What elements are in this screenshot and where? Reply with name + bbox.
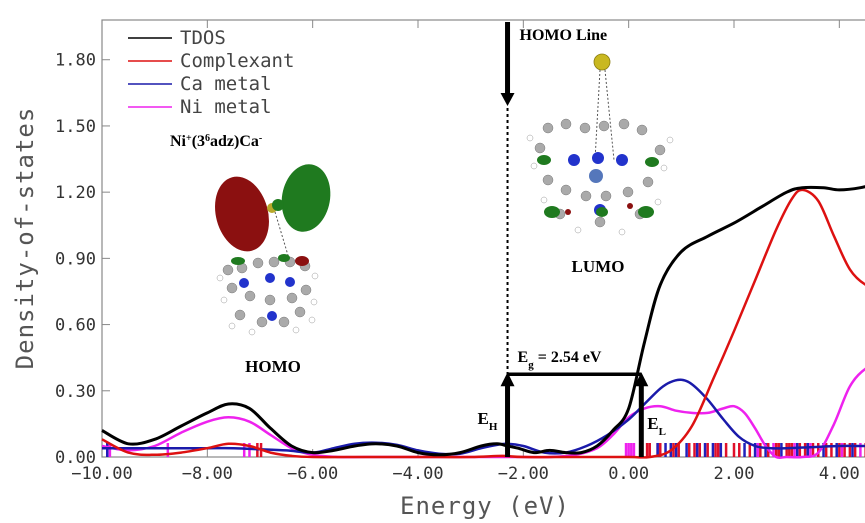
eh-label: EH (478, 409, 498, 433)
eh-label-sub: H (489, 421, 498, 433)
legend-label: Ni metal (180, 96, 272, 118)
y-tick-label: 0.60 (55, 316, 96, 336)
gap-label-e: E (518, 349, 529, 366)
lumo-molecule-illustration (526, 53, 674, 236)
y-tick-label: 0.90 (55, 249, 96, 269)
formula-plus: + (186, 133, 192, 144)
y-tick-label: 1.20 (55, 183, 96, 203)
legend-label: Complexant (180, 50, 294, 72)
x-tick-label: 2.00 (714, 464, 755, 484)
formula-open: (3 (192, 133, 205, 150)
eh-arrow-head (500, 372, 515, 387)
el-arrow-head (634, 372, 649, 387)
homo-line-annotation (500, 22, 515, 375)
formula-six: 6 (205, 133, 210, 144)
formula-adz-ca: adz)Ca (210, 133, 259, 150)
homo-arrow-head (500, 93, 515, 106)
x-tick-label: −2.00 (498, 464, 549, 484)
el-label-e: E (647, 414, 658, 433)
homo-line-label: HOMO Line (520, 27, 608, 44)
y-tick-labels: 0.00 0.30 0.60 0.90 1.20 1.50 1.80 (55, 51, 96, 468)
el-label-sub: L (659, 426, 666, 438)
y-axis-title: Density-of-states (11, 107, 39, 370)
y-tick-label: 1.50 (55, 117, 96, 137)
band-gap-annotation (500, 372, 649, 457)
legend-label: TDOS (180, 27, 226, 49)
homo-molecule-illustration (215, 164, 331, 336)
formula-minus: - (259, 133, 262, 144)
series-line-ca-metal (102, 378, 865, 456)
lumo-label: LUMO (572, 257, 625, 276)
y-tick-label: 0.30 (55, 382, 96, 402)
gap-label-sub: g (528, 359, 534, 371)
x-tick-label: −10.00 (71, 464, 132, 484)
x-axis-title: Energy (eV) (400, 492, 570, 520)
legend-label: Ca metal (180, 73, 272, 95)
el-label: EL (647, 414, 666, 438)
y-tick-label: 0.00 (55, 448, 96, 468)
x-tick-labels: −10.00 −8.00 −6.00 −4.00 −2.00 0.00 2.00 4.00 (71, 464, 860, 484)
x-tick-label: −4.00 (392, 464, 443, 484)
x-tick-label: −6.00 (287, 464, 338, 484)
formula-ni: Ni (170, 133, 187, 150)
series-lines (101, 185, 865, 460)
series-line-tdos (101, 185, 865, 457)
homo-label: HOMO (245, 357, 301, 376)
complex-formula: Ni+(36adz)Ca- (170, 133, 262, 151)
y-tick-label: 1.80 (55, 51, 96, 71)
x-tick-label: −8.00 (182, 464, 233, 484)
x-tick-label: 4.00 (819, 464, 860, 484)
gap-label-value: = 2.54 eV (534, 349, 602, 366)
x-tick-label: 0.00 (608, 464, 649, 484)
eh-label-e: E (478, 409, 489, 428)
gap-label: Eg = 2.54 eV (518, 349, 602, 371)
series-line-complexant (101, 188, 865, 459)
